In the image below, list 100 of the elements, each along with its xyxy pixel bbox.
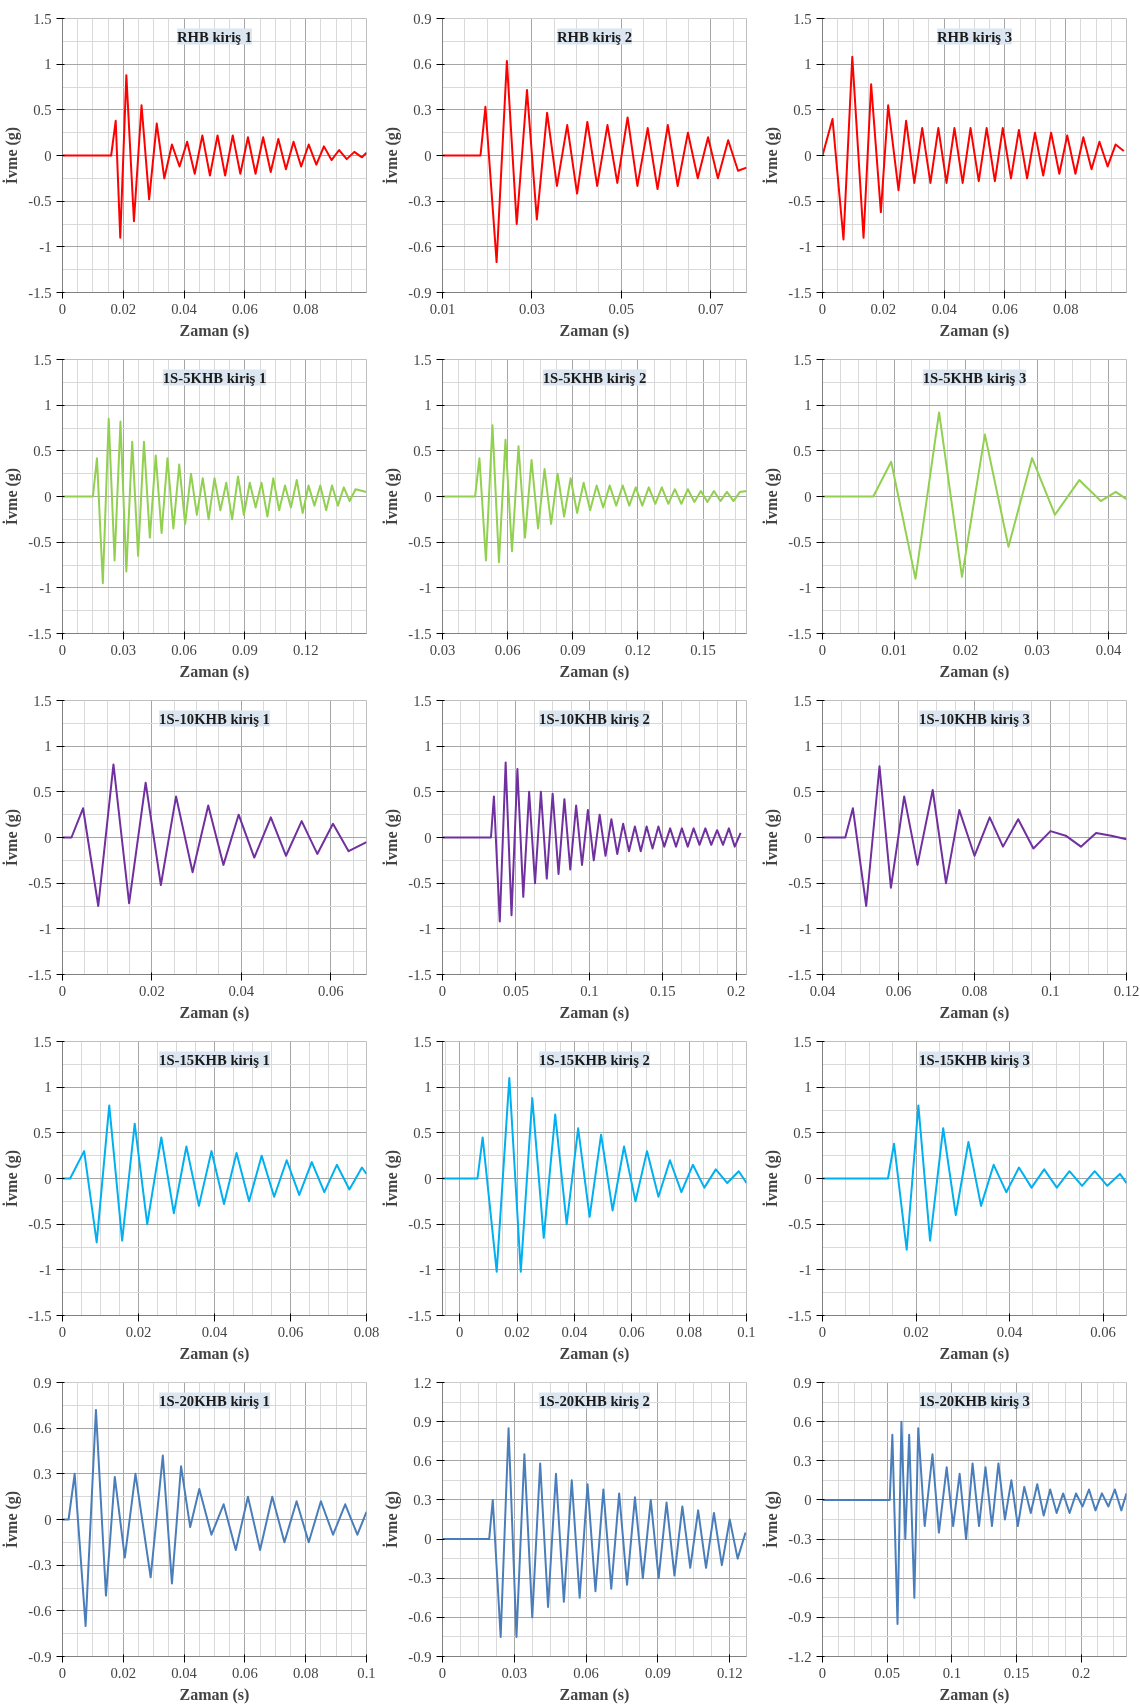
y-tick-label: -0.5 xyxy=(408,534,432,551)
y-tick-label: -0.5 xyxy=(408,875,432,892)
x-tick-label: 0 xyxy=(58,1323,67,1340)
y-tick-label: 0.5 xyxy=(413,783,432,800)
y-tick-label: 0 xyxy=(804,1491,812,1508)
x-tick-label: 0.07 xyxy=(697,300,724,317)
text: 1S-20KHB kiriş 1 xyxy=(159,1392,270,1409)
y-tick-label: -1.5 xyxy=(408,625,432,642)
x-tick-label: 0.02 xyxy=(110,300,137,317)
y-tick-label: 0.9 xyxy=(33,1374,52,1391)
x-axis-title: Zaman (s) xyxy=(559,1685,630,1704)
x-tick-label: 0.09 xyxy=(232,641,258,658)
x-axis-title: Zaman (s) xyxy=(559,321,630,340)
y-tick-label: 0 xyxy=(44,1511,52,1528)
x-tick-label: 0.06 xyxy=(232,1664,258,1681)
y-tick-label: 0.9 xyxy=(793,1374,812,1391)
x-tick-label: 0 xyxy=(58,1664,67,1681)
y-tick-label: 0.5 xyxy=(793,1124,812,1141)
y-tick-label: 0.5 xyxy=(33,101,52,118)
y-tick-label: -1 xyxy=(799,579,812,596)
y-tick-label: -0.5 xyxy=(28,1216,52,1233)
x-axis-title: Zaman (s) xyxy=(179,1344,250,1363)
text: 1S-5KHB kiriş 2 xyxy=(542,369,647,386)
y-tick-label: 1.2 xyxy=(413,1374,432,1391)
y-tick-label: 1.5 xyxy=(413,351,432,368)
x-tick-label: 0.04 xyxy=(171,300,198,317)
y-tick-label: 1 xyxy=(44,1079,52,1096)
x-tick-label: 0.04 xyxy=(809,982,836,999)
x-tick-label: 0.15 xyxy=(1003,1664,1030,1681)
y-tick-label: 0.3 xyxy=(413,101,432,118)
text: 1S-15KHB kiriş 1 xyxy=(159,1051,270,1068)
y-tick-label: -1 xyxy=(419,1261,432,1278)
x-tick-label: 0.04 xyxy=(228,982,255,999)
y-tick-label: 1 xyxy=(804,56,812,73)
y-tick-label: 0.9 xyxy=(413,1413,432,1430)
y-tick-label: -0.3 xyxy=(28,1557,52,1574)
y-tick-label: -1.5 xyxy=(788,966,812,983)
y-tick-label: 0.5 xyxy=(793,442,812,459)
x-tick-label: 0.01 xyxy=(429,300,456,317)
y-tick-label: -1 xyxy=(39,238,52,255)
y-tick-label: 0.5 xyxy=(33,1124,52,1141)
y-tick-label: 0 xyxy=(424,829,432,846)
y-axis-title: İvme (g) xyxy=(2,1490,22,1549)
y-tick-label: 1.5 xyxy=(793,10,812,27)
y-tick-label: -0.3 xyxy=(408,1570,432,1587)
x-tick-label: 0.08 xyxy=(676,1323,702,1340)
y-tick-label: 0.5 xyxy=(793,101,812,118)
x-tick-label: 0.09 xyxy=(559,641,586,658)
x-tick-label: 0.12 xyxy=(716,1664,743,1681)
x-tick-label: 0.06 xyxy=(494,641,521,658)
x-tick-label: 0.06 xyxy=(992,300,1018,317)
x-tick-label: 0.15 xyxy=(690,641,716,658)
x-tick-label: 0 xyxy=(818,300,827,317)
y-axis-title: İvme (g) xyxy=(382,126,402,185)
y-axis-title: İvme (g) xyxy=(2,467,22,526)
y-tick-label: 0 xyxy=(804,147,812,164)
x-tick-label: 0.08 xyxy=(1052,300,1079,317)
y-tick-label: 1 xyxy=(44,397,52,414)
y-axis-title: İvme (g) xyxy=(382,1149,402,1208)
y-axis-title: İvme (g) xyxy=(2,126,22,185)
x-tick-label: 0.1 xyxy=(580,982,599,999)
x-tick-label: 0.2 xyxy=(1072,1664,1091,1681)
y-tick-label: -0.5 xyxy=(28,875,52,892)
x-tick-label: 0 xyxy=(58,641,67,658)
y-tick-label: 0 xyxy=(44,1170,52,1187)
x-tick-label: 0.04 xyxy=(171,1664,198,1681)
y-tick-label: 0.5 xyxy=(793,783,812,800)
y-tick-label: -0.5 xyxy=(788,193,812,210)
text: 1S-5KHB kiriş 1 xyxy=(162,369,267,386)
y-axis-title: İvme (g) xyxy=(762,808,782,867)
text: 1S-10KHB kiriş 1 xyxy=(159,710,270,727)
y-axis-title: İvme (g) xyxy=(762,126,782,185)
y-tick-label: 0.5 xyxy=(33,783,52,800)
y-tick-label: 0 xyxy=(424,1170,432,1187)
x-tick-label: 0.06 xyxy=(277,1323,304,1340)
y-tick-label: -1.5 xyxy=(788,1307,812,1324)
x-axis-title: Zaman (s) xyxy=(559,662,630,681)
y-tick-label: -0.9 xyxy=(408,284,432,301)
y-tick-label: 0 xyxy=(804,488,812,505)
y-tick-label: 0.6 xyxy=(413,56,432,73)
x-tick-label: 0.02 xyxy=(110,1664,137,1681)
x-tick-label: 0.1 xyxy=(942,1664,962,1681)
y-tick-label: 0.5 xyxy=(33,442,52,459)
text: 1S-20KHB kiriş 3 xyxy=(919,1392,1030,1409)
x-tick-label: 0.08 xyxy=(961,982,988,999)
y-tick-label: -1.5 xyxy=(788,625,812,642)
x-tick-label: 0 xyxy=(58,982,67,999)
y-tick-label: -1.5 xyxy=(28,284,52,301)
y-tick-label: 0 xyxy=(424,488,432,505)
x-tick-label: 0.04 xyxy=(201,1323,228,1340)
text: 1S-20KHB kiriş 2 xyxy=(539,1392,650,1409)
x-tick-label: 0 xyxy=(818,641,827,658)
x-axis-title: Zaman (s) xyxy=(939,1344,1010,1363)
y-tick-label: 1.5 xyxy=(413,692,432,709)
x-tick-label: 0.04 xyxy=(561,1323,588,1340)
y-tick-label: 1.5 xyxy=(33,1033,52,1050)
y-tick-label: 1 xyxy=(804,397,812,414)
y-tick-label: 1.5 xyxy=(33,351,52,368)
y-tick-label: 1 xyxy=(424,738,432,755)
text: RHB kiriş 1 xyxy=(177,28,252,45)
